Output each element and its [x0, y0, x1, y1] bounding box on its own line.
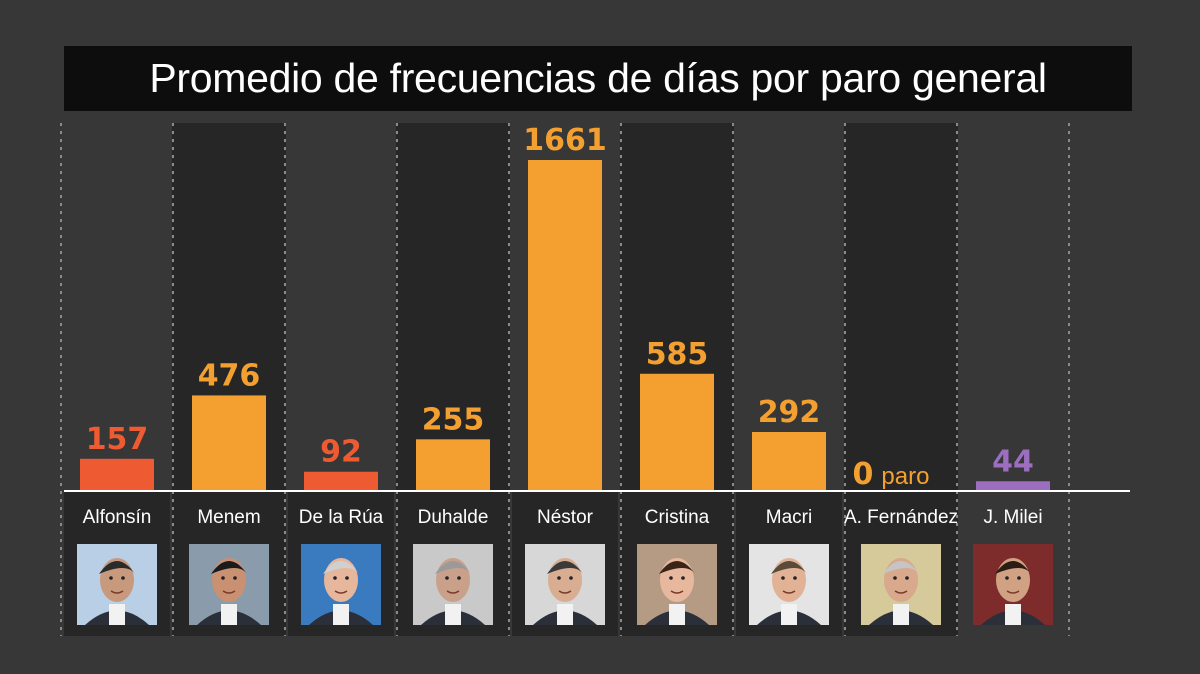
portrait-eye-left	[557, 576, 561, 580]
portrait-eye-right	[905, 576, 909, 580]
category-label-menem: Menem	[197, 507, 260, 528]
portrait-eye-left	[333, 576, 337, 580]
portrait-collar	[893, 604, 909, 625]
portrait-mouth	[222, 590, 236, 594]
portrait-hair	[99, 561, 135, 574]
portrait-collar	[333, 604, 349, 625]
value-label-menem: 476	[198, 358, 261, 393]
portrait-cristina-icon	[637, 544, 717, 625]
portrait-collar	[221, 604, 237, 625]
portrait-menem-icon	[189, 544, 269, 625]
portrait-milei-icon	[973, 544, 1053, 625]
portrait-eye-right	[793, 576, 797, 580]
bar-duhalde	[416, 439, 490, 490]
portrait-hair	[995, 561, 1031, 574]
bar-nestor	[528, 160, 602, 490]
portrait-mouth	[782, 590, 796, 594]
category-label-a-fernandez: A. Fernández	[844, 507, 958, 528]
portrait-collar	[445, 604, 461, 625]
portrait-mouth	[558, 590, 572, 594]
category-label-nestor: Néstor	[537, 507, 594, 528]
category-label-de-la-rua: De la Rúa	[299, 507, 384, 528]
bar-menem	[192, 395, 266, 490]
portrait-collar	[781, 604, 797, 625]
portrait-hair	[883, 561, 919, 574]
portrait-mouth	[670, 590, 684, 594]
portrait-hair	[771, 561, 807, 574]
value-label-j-milei: 44	[992, 444, 1034, 479]
portrait-collar	[1005, 604, 1021, 625]
portrait-eye-left	[221, 576, 225, 580]
portrait-eye-right	[121, 576, 125, 580]
category-label-macri: Macri	[766, 507, 812, 528]
bar-cristina	[640, 373, 714, 490]
category-label-duhalde: Duhalde	[418, 507, 489, 528]
portrait-hair	[435, 561, 471, 574]
portrait-eye-left	[781, 576, 785, 580]
portrait-alfonsin-icon	[77, 544, 157, 625]
portrait-collar	[669, 604, 685, 625]
portrait-eye-left	[109, 576, 113, 580]
value-label-alfonsin: 157	[86, 422, 149, 457]
bar-macri	[752, 431, 826, 490]
portrait-hair	[547, 561, 583, 574]
value-label-nestor: 1661	[523, 123, 607, 158]
chart-title: Promedio de frecuencias de días por paro…	[149, 55, 1047, 101]
portrait-mouth	[1006, 590, 1020, 594]
value-label-a-fernandez: 0 paro	[853, 457, 930, 492]
portrait-eye-right	[233, 576, 237, 580]
portrait-collar	[109, 604, 125, 625]
category-label-j-milei: J. Milei	[983, 507, 1042, 528]
category-label-alfonsin: Alfonsín	[83, 507, 152, 528]
portrait-eye-left	[1005, 576, 1009, 580]
value-label-cristina: 585	[646, 337, 709, 372]
portrait-eye-right	[569, 576, 573, 580]
portrait-mouth	[894, 590, 908, 594]
title-bar: Promedio de frecuencias de días por paro…	[64, 46, 1132, 111]
portrait-afernandez-icon	[861, 544, 941, 625]
portrait-duhalde-icon	[413, 544, 493, 625]
portrait-mouth	[334, 590, 348, 594]
portrait-mouth	[110, 590, 124, 594]
portrait-eye-left	[893, 576, 897, 580]
value-label-duhalde: 255	[422, 402, 485, 437]
category-label-cristina: Cristina	[645, 507, 710, 528]
portrait-eye-left	[445, 576, 449, 580]
value-label-macri: 292	[758, 395, 821, 430]
bar-j-milei	[976, 481, 1050, 490]
portrait-eye-left	[669, 576, 673, 580]
portrait-delarua-icon	[301, 544, 381, 625]
portrait-hair	[211, 561, 247, 574]
value-label-de-la-rua: 92	[320, 435, 362, 470]
portrait-nestor-icon	[525, 544, 605, 625]
portrait-mouth	[446, 590, 460, 594]
bar-alfonsin	[80, 458, 154, 490]
portrait-macri-icon	[749, 544, 829, 625]
portrait-hair	[323, 561, 359, 574]
bar-de-la-rua	[304, 471, 378, 490]
portrait-hair	[659, 561, 695, 574]
portrait-eye-right	[457, 576, 461, 580]
portrait-collar	[557, 604, 573, 625]
portrait-eye-right	[1017, 576, 1021, 580]
portrait-eye-right	[345, 576, 349, 580]
portrait-eye-right	[681, 576, 685, 580]
